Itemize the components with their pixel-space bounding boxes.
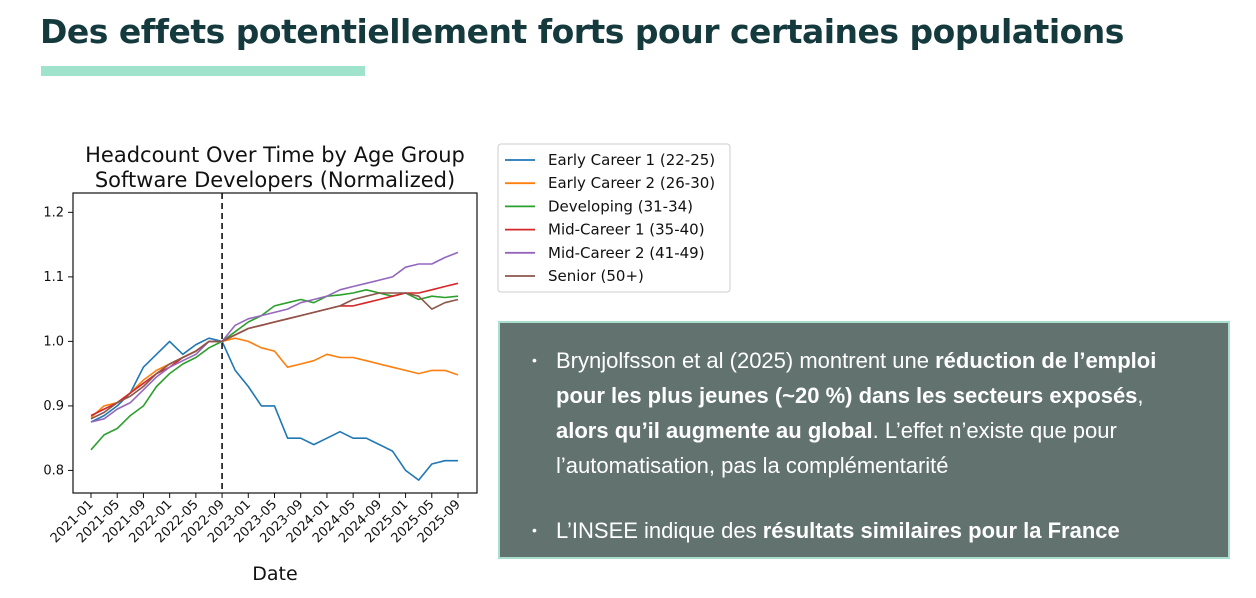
x-axis-label: Date [252,563,297,585]
legend-label: Early Career 1 (22-25) [548,151,715,169]
bullet-1-text-a: Brynjolfsson et al (2025) montrent une [556,348,936,373]
bullet-1-bold-b: alors qu’il augmente au global [556,418,873,443]
y-tick-label: 0.9 [43,399,64,414]
info-bullet-list: • Brynjolfsson et al (2025) montrent une… [526,343,1202,548]
bullet-2-bold-a: résultats similaires pour la France [762,518,1120,543]
info-box: • Brynjolfsson et al (2025) montrent une… [498,321,1230,559]
legend-frame [497,143,731,293]
bullet-1-text-c: . L’effet n’existe que pour l’automatisa… [556,418,1117,478]
legend-label: Mid-Career 1 (35-40) [548,221,705,239]
slide-title: Des effets potentiellement forts pour ce… [40,12,1124,51]
y-tick-label: 1.1 [43,270,64,285]
bullet-dot-icon: • [532,352,537,368]
series-line-6 [90,292,459,420]
chart-title: Headcount Over Time by Age Group [85,143,465,167]
info-bullet-2: • L’INSEE indique des résultats similair… [526,513,1202,548]
bullet-dot-icon: • [532,522,537,538]
series-line-1 [90,337,458,481]
legend-label: Mid-Career 2 (41-49) [548,244,705,262]
plot-area-frame [72,192,478,494]
legend-label: Early Career 2 (26-30) [548,174,715,192]
info-bullet-1: • Brynjolfsson et al (2025) montrent une… [526,343,1202,483]
x-axis-ticks: 2021-012021-052021-092022-012022-052022-… [48,493,464,546]
chart-subtitle: Software Developers (Normalized) [95,168,455,192]
y-tick-label: 1.0 [43,334,64,349]
bullet-2-text-a: L’INSEE indique des [556,518,763,543]
bullet-1-bold-a: réduction de l’emploi pour les plus jeun… [556,348,1157,408]
title-underline [41,66,365,76]
y-tick-label: 0.8 [43,463,64,478]
y-tick-label: 1.2 [43,205,64,220]
y-axis-ticks: 0.8 0.9 1.0 1.1 1.2 [43,205,73,478]
legend-label: Developing (31-34) [548,197,693,215]
series-line-5 [90,251,459,423]
headcount-line-chart: Headcount Over Time by Age Group Softwar… [43,143,731,585]
legend: Early Career 1 (22-25) Early Career 2 (26… [505,151,715,285]
legend-label: Senior (50+) [548,267,644,285]
series-line-2 [90,337,459,419]
bullet-1-text-b: , [1137,383,1144,408]
series-line-4 [90,282,459,417]
series-lines [90,251,459,481]
